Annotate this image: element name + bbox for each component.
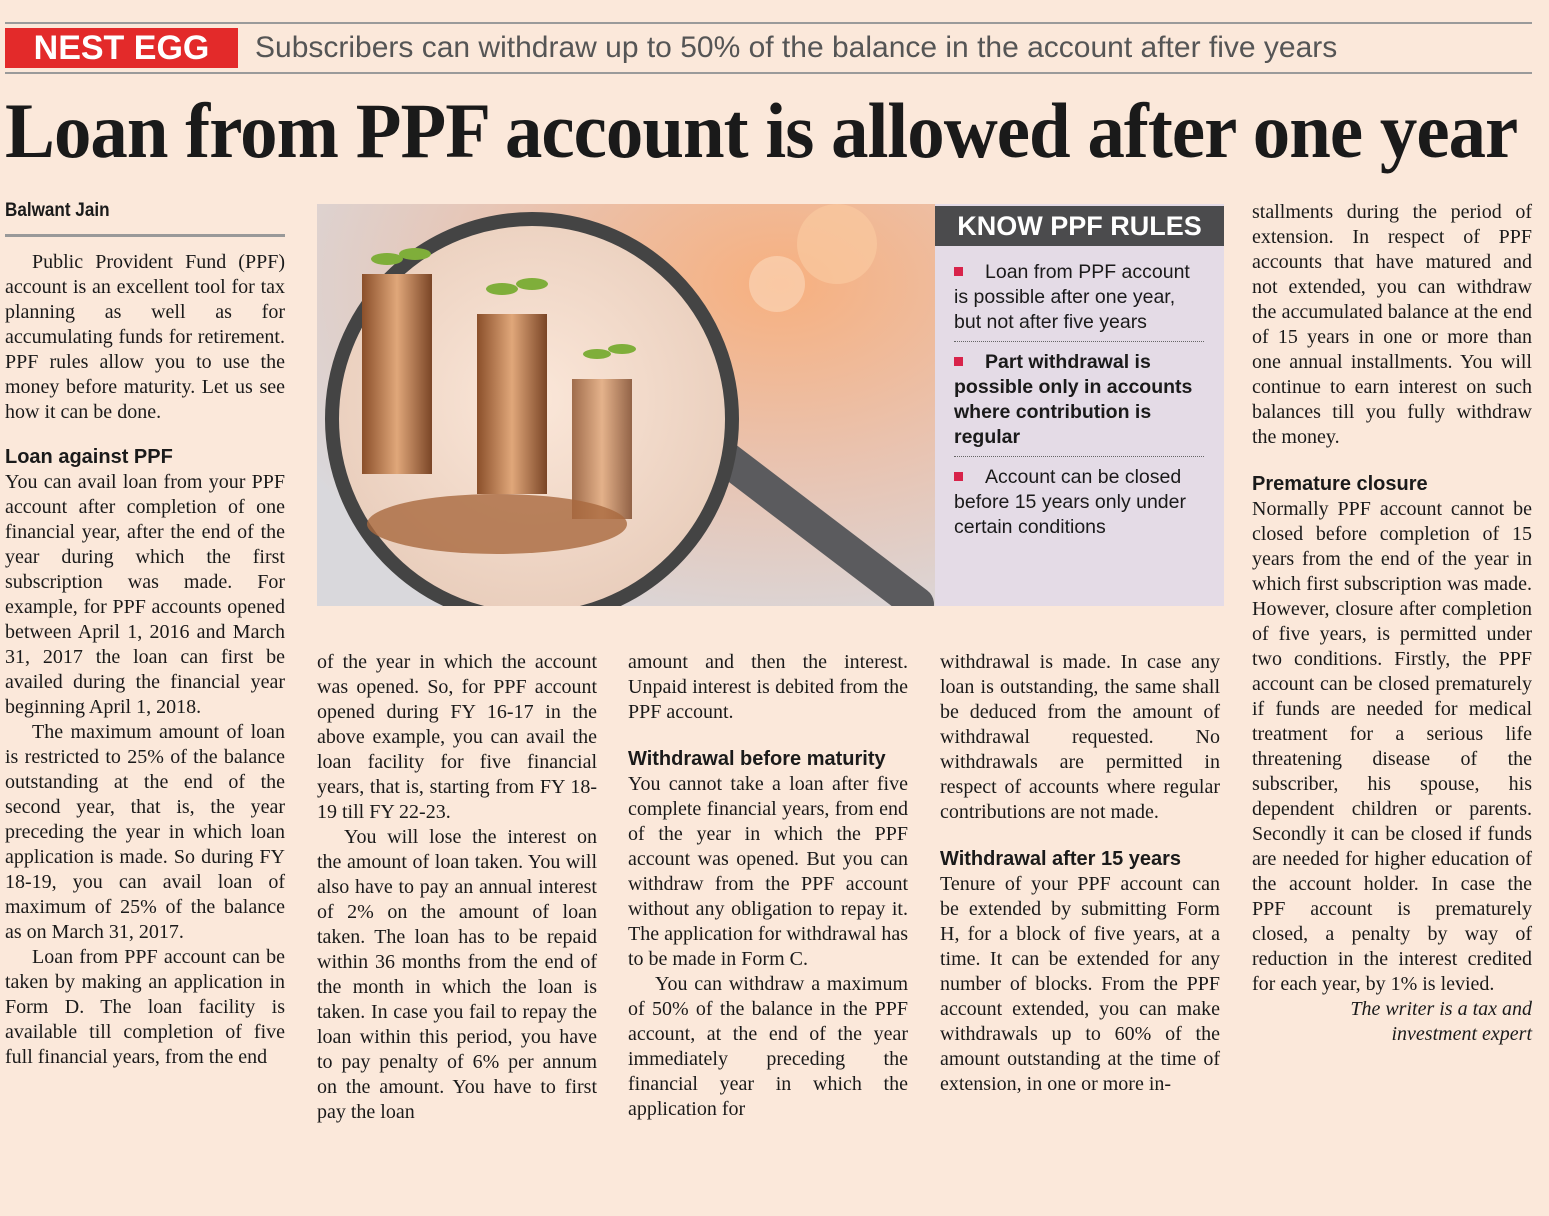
paragraph: You cannot take a loan after five comple…	[628, 773, 908, 970]
rule-text: Account can be closed before 15 years on…	[954, 466, 1186, 538]
column: Public Provident Fund (PPF) account is a…	[5, 250, 285, 1070]
credit: The writer is a tax and investment exper…	[1350, 998, 1532, 1045]
paragraph: stallments during the period of extensio…	[1252, 201, 1532, 448]
paragraph: amount and then the interest. Unpaid int…	[628, 651, 908, 723]
column: amount and then the interest. Unpaid int…	[628, 650, 908, 1122]
section-tag: NEST EGG	[5, 28, 238, 68]
subheading: Premature closure	[1252, 473, 1428, 495]
photo	[317, 204, 935, 606]
subheading: Withdrawal after 15 years	[940, 848, 1182, 870]
paragraph: Public Provident Fund (PPF) account is a…	[5, 251, 285, 423]
box-title: KNOW PPF RULES	[935, 206, 1224, 246]
bullet	[954, 472, 963, 481]
subheading: Loan against PPF	[5, 446, 173, 468]
byline: Balwant Jain	[5, 200, 110, 221]
rule-list: Loan from PPF account is possible after …	[954, 260, 1204, 554]
rule-item: Account can be closed before 15 years on…	[954, 465, 1204, 546]
subheading: Withdrawal before maturity	[628, 748, 886, 770]
rule-text: Loan from PPF account is possible after …	[954, 261, 1190, 333]
rules-box: KNOW PPF RULES Loan from PPF account is …	[935, 204, 1224, 606]
column: withdrawal is made. In case any loan is …	[940, 650, 1220, 1097]
column: stallments during the period of extensio…	[1252, 200, 1532, 1047]
headline: Loan from PPF account is allowed after o…	[5, 87, 1518, 174]
paragraph: The maximum amount of loan is restricted…	[5, 721, 285, 943]
paragraph: Tenure of your PPF account can be extend…	[940, 873, 1220, 1095]
paragraph: You can avail loan from your PPF account…	[5, 471, 285, 718]
tag-bar: NEST EGG Subscribers can withdraw up to …	[5, 22, 1532, 74]
rule-item: Loan from PPF account is possible after …	[954, 260, 1204, 342]
bullet	[954, 267, 963, 276]
paragraph: Loan from PPF account can be taken by ma…	[5, 946, 285, 1068]
rule-item: Part withdrawal is possible only in acco…	[954, 350, 1204, 457]
paragraph: withdrawal is made. In case any loan is …	[940, 651, 1220, 823]
bullet	[954, 357, 963, 366]
rule-text: Part withdrawal is possible only in acco…	[954, 351, 1193, 448]
subtitle: Subscribers can withdraw up to 50% of th…	[255, 31, 1338, 64]
paragraph: Normally PPF account cannot be closed be…	[1252, 498, 1532, 995]
paragraph: You can withdraw a maximum of 50% of the…	[628, 973, 908, 1120]
paragraph: You will lose the interest on the amount…	[317, 826, 597, 1123]
rule	[5, 234, 285, 237]
column: of the year in which the account was ope…	[317, 650, 597, 1125]
paragraph: of the year in which the account was ope…	[317, 651, 597, 823]
